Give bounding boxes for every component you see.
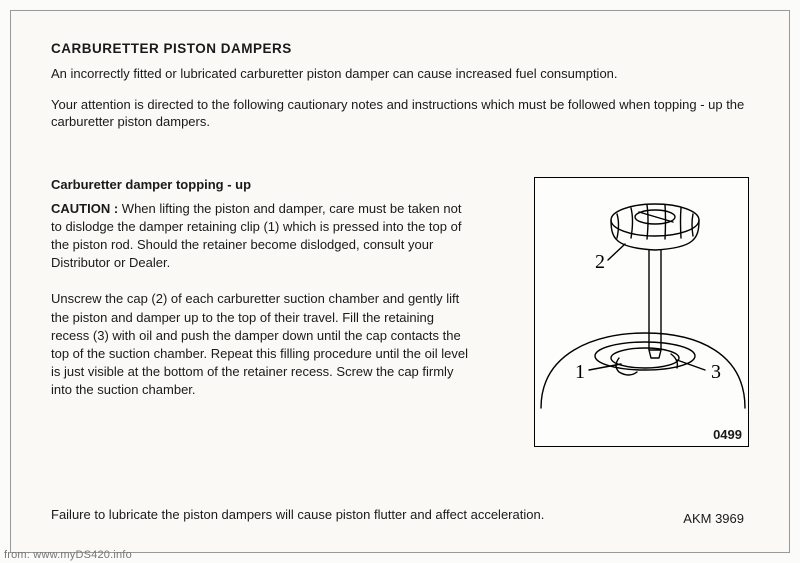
procedure-steps: Unscrew the cap (2) of each carburetter … (51, 290, 471, 399)
damper-diagram: 2 1 3 0499 (534, 177, 749, 447)
intro-paragraph-2: Your attention is directed to the follow… (51, 96, 749, 131)
document-number: AKM 3969 (683, 511, 744, 526)
figure-column: 2 1 3 0499 (534, 177, 749, 447)
document-page: CARBURETTER PISTON DAMPERS An incorrectl… (10, 10, 790, 553)
callout-recess: 3 (711, 361, 721, 383)
source-attribution: from: www.myDS420.info (4, 549, 132, 561)
footnote: Failure to lubricate the piston dampers … (51, 507, 749, 522)
text-column: Carburetter damper topping - up CAUTION … (51, 177, 514, 447)
callout-clip: 1 (575, 361, 585, 383)
intro-paragraph-1: An incorrectly fitted or lubricated carb… (51, 66, 749, 82)
caution-label: CAUTION : (51, 201, 118, 216)
figure-reference-number: 0499 (713, 427, 742, 442)
damper-diagram-svg: 2 1 3 (535, 178, 750, 448)
section-subhead: Carburetter damper topping - up (51, 177, 514, 192)
two-column-region: Carburetter damper topping - up CAUTION … (51, 177, 749, 447)
page-title: CARBURETTER PISTON DAMPERS (51, 41, 749, 56)
caution-paragraph: CAUTION : When lifting the piston and da… (51, 200, 471, 273)
callout-cap: 2 (595, 251, 605, 273)
